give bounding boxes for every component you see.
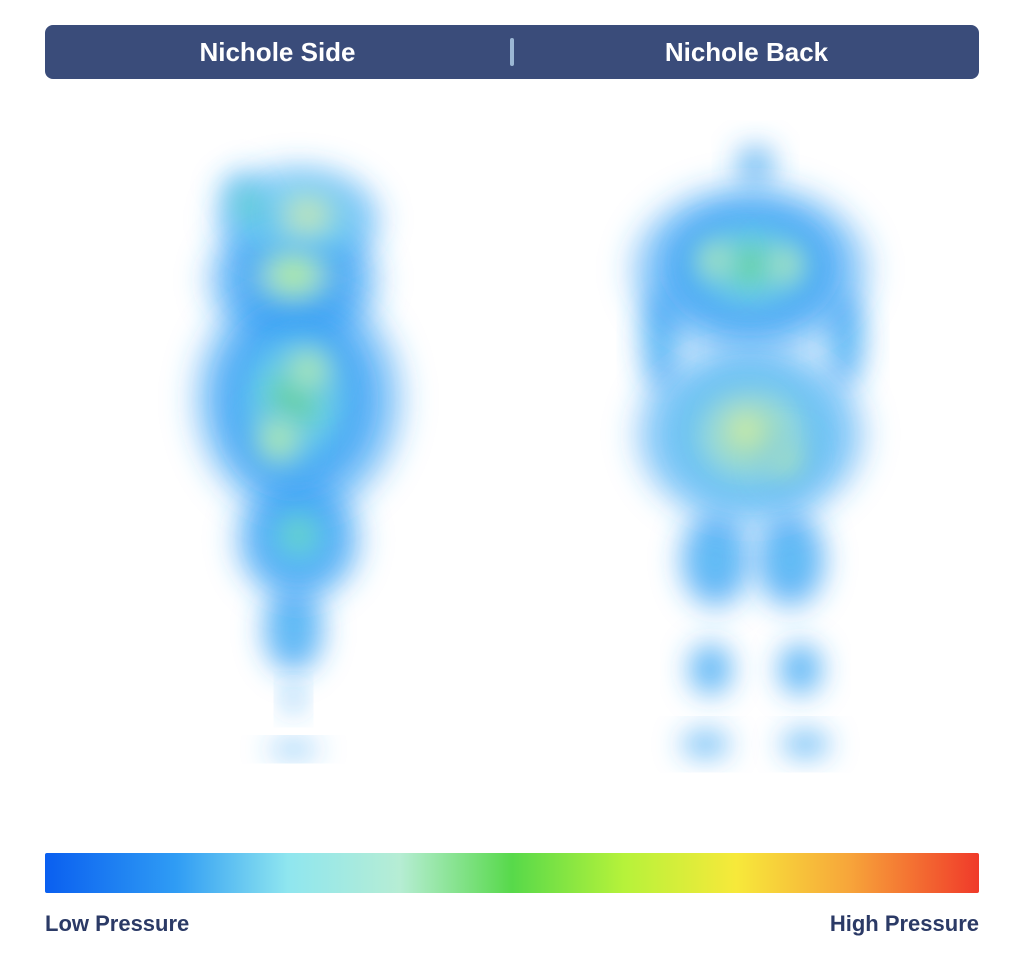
legend-high-label: High Pressure (830, 911, 979, 937)
heatmap-panel-side (45, 110, 512, 809)
header-bar: Nichole Side Nichole Back (45, 25, 979, 79)
legend-low-label: Low Pressure (45, 911, 189, 937)
heatmap-area (45, 110, 979, 809)
legend-gradient-bar (45, 853, 979, 893)
heatmap-svg-side (45, 110, 512, 809)
heatmap-svg-back (512, 110, 979, 809)
legend: Low Pressure High Pressure (45, 853, 979, 937)
header-left-label: Nichole Side (45, 37, 510, 68)
legend-labels: Low Pressure High Pressure (45, 911, 979, 937)
header-right-label: Nichole Back (514, 37, 979, 68)
heatmap-panel-back (512, 110, 979, 809)
